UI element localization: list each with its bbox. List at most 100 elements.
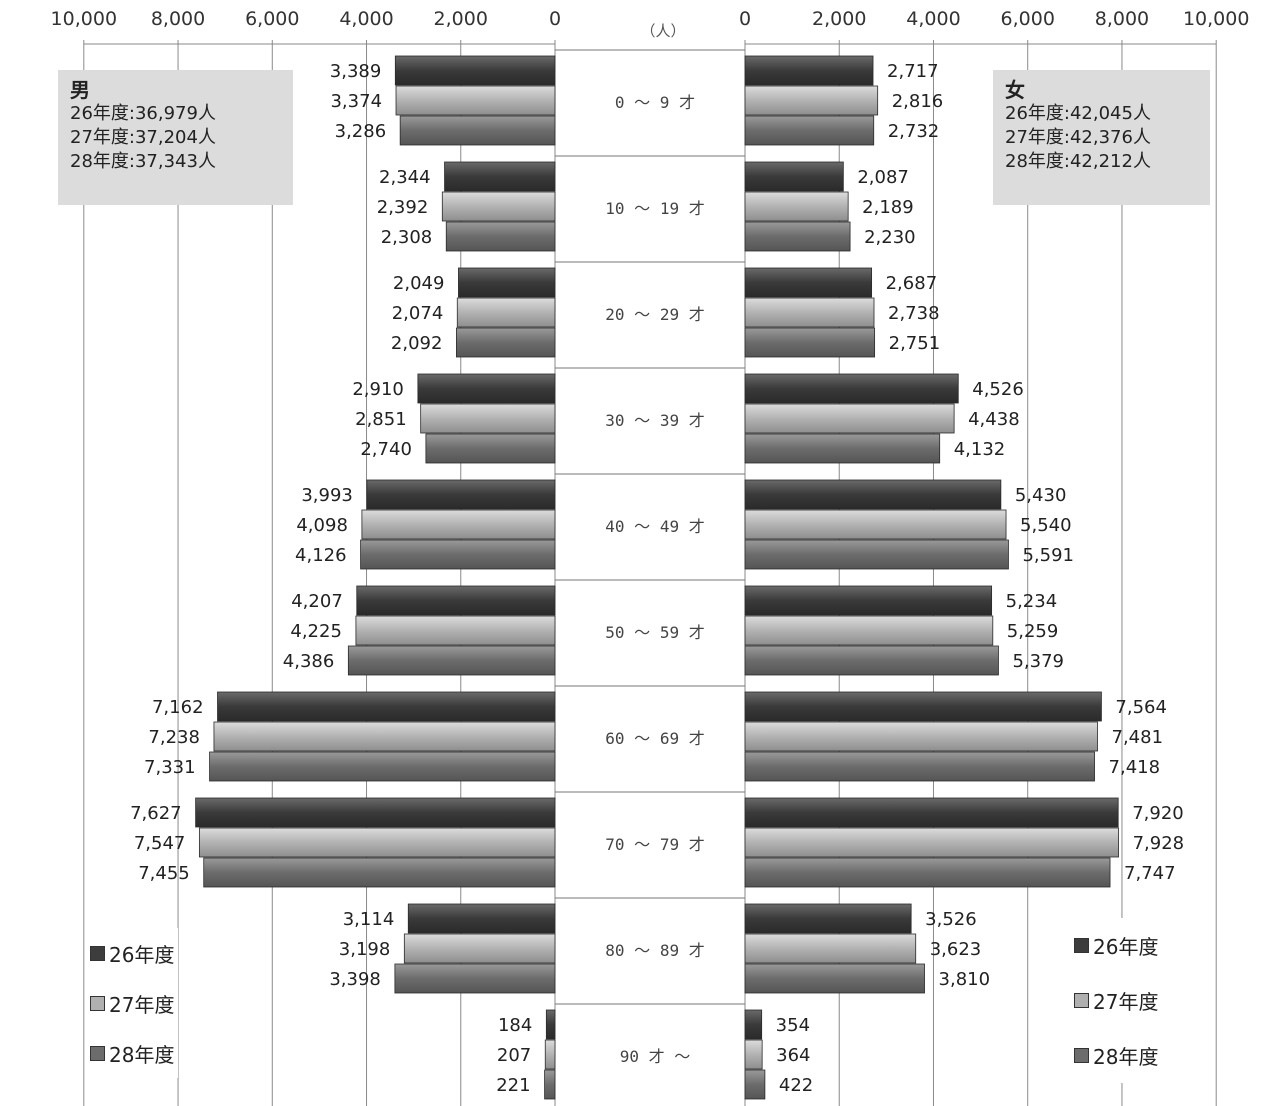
female-bar	[744, 963, 925, 994]
female-bar	[744, 585, 993, 616]
female-bar	[744, 327, 876, 358]
legend-item-27: 27年度	[86, 978, 179, 1028]
male-value-label: 2,740	[360, 439, 412, 460]
female-bar	[744, 1039, 763, 1070]
female-value-label: 2,230	[864, 227, 916, 248]
male-summary-box: 男 26年度:36,979人 27年度:37,204人 28年度:37,343人	[58, 70, 293, 205]
legend-swatch-26	[90, 945, 105, 961]
male-bar	[360, 539, 556, 570]
male-value-label: 3,286	[335, 121, 387, 142]
legend-label-26-right: 26年度	[1093, 935, 1159, 959]
male-box-line-27: 27年度:37,204人	[70, 127, 216, 148]
female-bar	[744, 903, 912, 934]
legend-item-26-right: 26年度	[1070, 918, 1163, 973]
male-bar	[394, 55, 556, 86]
tick-label-left: 4,000	[339, 8, 393, 30]
female-value-label: 4,526	[972, 379, 1024, 400]
female-bar	[744, 751, 1095, 782]
female-bar	[744, 615, 994, 646]
male-bar	[456, 327, 556, 358]
tick-label-left: 0	[549, 8, 561, 30]
tick-label-right: 2,000	[812, 8, 866, 30]
category-label: 40 ～ 49 才	[605, 517, 704, 536]
female-value-label: 5,430	[1015, 485, 1067, 506]
female-value-label: 2,738	[888, 303, 940, 324]
legend-item-26: 26年度	[86, 928, 179, 978]
female-value-label: 7,747	[1124, 863, 1176, 884]
male-bar	[441, 191, 556, 222]
unit-label: （人）	[640, 22, 685, 40]
female-bar	[744, 221, 851, 252]
female-box-line-27: 27年度:42,376人	[1005, 127, 1151, 148]
female-bar	[744, 1069, 766, 1100]
legend-label-26: 26年度	[109, 942, 175, 967]
male-box-title: 男	[70, 78, 90, 102]
female-bar	[744, 85, 879, 116]
female-value-label: 7,920	[1132, 803, 1184, 824]
male-value-label: 3,374	[330, 91, 382, 112]
axes: 10,000 10,000 8,000 8,000 6,000 6,000 4,000 4,0…	[51, 8, 1249, 1005]
male-box-line-26: 26年度:36,979人	[70, 103, 216, 124]
female-box-title: 女	[1005, 78, 1025, 102]
category-label: 70 ～ 79 才	[605, 835, 704, 854]
male-bar	[544, 1069, 556, 1100]
female-value-label: 5,540	[1020, 515, 1072, 536]
legend-left: 26年度 27年度 28年度	[86, 928, 179, 1078]
female-value-label: 7,418	[1109, 757, 1161, 778]
male-value-label: 2,308	[381, 227, 433, 248]
tick-label-left: 10,000	[51, 8, 117, 30]
female-bar	[744, 373, 959, 404]
female-bar	[744, 645, 999, 676]
category-label: 50 ～ 59 才	[605, 623, 704, 642]
tick-label-left: 2,000	[434, 8, 488, 30]
legend-swatch-27-right	[1074, 993, 1089, 1008]
category-label: 90 才 ～	[620, 1047, 691, 1066]
male-bar	[420, 403, 556, 434]
female-bar	[744, 267, 873, 298]
male-value-label: 4,207	[291, 591, 343, 612]
female-summary-box: 女 26年度:42,045人 27年度:42,376人 28年度:42,212人	[993, 70, 1210, 205]
male-bar	[198, 827, 556, 858]
male-bar	[395, 85, 556, 116]
female-box-line-26: 26年度:42,045人	[1005, 103, 1151, 124]
legend-item-28: 28年度	[86, 1028, 179, 1078]
female-bar	[744, 797, 1119, 828]
male-value-label: 184	[498, 1015, 532, 1036]
category-label: 80 ～ 89 才	[605, 941, 704, 960]
male-value-label: 7,331	[144, 757, 196, 778]
male-value-label: 2,092	[391, 333, 443, 354]
female-value-label: 3,623	[930, 939, 982, 960]
female-value-label: 7,928	[1133, 833, 1185, 854]
tick-label-right: 6,000	[1001, 8, 1055, 30]
male-bar	[456, 297, 556, 328]
female-value-label: 2,751	[889, 333, 941, 354]
female-bar	[744, 161, 844, 192]
male-bar	[217, 691, 556, 722]
legend-label-27: 27年度	[109, 992, 175, 1017]
male-bar	[355, 615, 556, 646]
tick-label-right: 0	[739, 8, 751, 30]
tick-label-right: 10,000	[1183, 8, 1249, 30]
male-bar	[213, 721, 556, 752]
female-value-label: 2,717	[887, 61, 939, 82]
female-bar	[744, 55, 874, 86]
male-bar	[407, 903, 556, 934]
legend-right: 26年度 27年度 28年度	[1070, 918, 1163, 1083]
male-bar	[399, 115, 556, 146]
male-bar	[195, 797, 556, 828]
male-bar	[361, 509, 556, 540]
male-value-label: 3,389	[330, 61, 382, 82]
legend-item-28-right: 28年度	[1070, 1028, 1163, 1083]
male-value-label: 2,074	[392, 303, 444, 324]
category-label: 0 ～ 9 才	[615, 93, 695, 112]
male-bar	[444, 161, 556, 192]
female-value-label: 5,379	[1012, 651, 1064, 672]
male-bar	[417, 373, 556, 404]
male-bar	[458, 267, 556, 298]
female-value-label: 7,481	[1112, 727, 1164, 748]
tick-label-right: 8,000	[1095, 8, 1149, 30]
female-value-label: 4,132	[954, 439, 1006, 460]
female-box-line-28: 28年度:42,212人	[1005, 151, 1151, 172]
male-value-label: 7,238	[148, 727, 200, 748]
female-value-label: 2,732	[888, 121, 940, 142]
